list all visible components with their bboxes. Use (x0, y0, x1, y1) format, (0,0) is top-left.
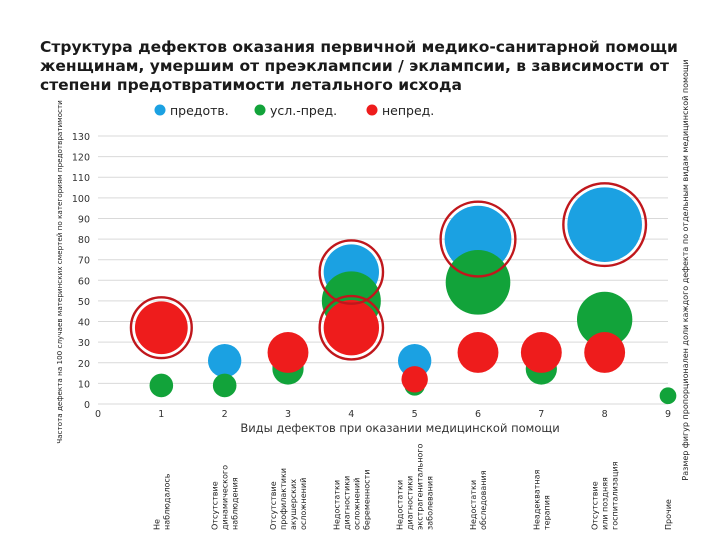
y-tick-label: 80 (78, 235, 90, 246)
bubble-unpreventable (134, 301, 188, 355)
x-tick-label: 6 (475, 409, 481, 420)
category-label: Недостаткиобследования (469, 470, 488, 530)
y-tick-label: 60 (78, 276, 90, 287)
x-tick-label: 8 (602, 409, 608, 420)
bubble-unpreventable (323, 300, 380, 356)
size-axis-label: Размер фигур пропорционален доли каждого… (681, 59, 690, 480)
highlight-ring (318, 239, 385, 305)
bubble-unpreventable (457, 332, 499, 373)
x-axis-label: Виды дефектов при оказании медицинской п… (240, 421, 559, 435)
y-tick-label: 40 (78, 318, 90, 329)
x-tick-label: 3 (285, 409, 291, 420)
bubble-conditional (149, 373, 174, 398)
bubbles (134, 187, 677, 405)
category-label: Отсутствиеили поздняягоспитализация (591, 461, 620, 530)
category-label: Ненаблюдалось (152, 473, 171, 530)
y-tick-label: 90 (78, 214, 90, 225)
x-tick-label: 7 (538, 409, 544, 420)
legend-marker (154, 104, 166, 116)
category-label: Недостаткидиагностикиэкстрагенитальногоз… (396, 443, 435, 530)
x-tick-label: 0 (95, 409, 101, 420)
category-label: Прочие (664, 499, 673, 530)
category-label: Отсутствиепрофилактикиакушерскихосложнен… (269, 468, 308, 530)
bubble-conditional (212, 373, 237, 398)
bubble-unpreventable (520, 332, 562, 373)
legend-label: усл.-пред. (270, 103, 337, 118)
x-tick-label: 4 (348, 409, 354, 420)
highlight-ring (562, 182, 648, 268)
y-tick-label: 110 (72, 173, 90, 184)
x-tick-label: 1 (158, 409, 164, 420)
legend-label: непред. (382, 103, 434, 118)
legend-marker (254, 104, 266, 116)
bubble-preventable (567, 187, 642, 262)
y-tick-label: 30 (78, 338, 90, 349)
legend-label: предотв. (170, 103, 229, 118)
y-tick-label: 120 (72, 153, 90, 164)
category-label: Отсутствиединамическогонаблюдения (211, 465, 240, 530)
bubble-preventable (207, 344, 242, 378)
category-labels: Ненаблюдалось Отсутствиединамическогонабл… (152, 443, 673, 530)
y-tick-label: 70 (78, 256, 90, 267)
highlight-ring (439, 200, 517, 278)
x-axis-ticks: 0 1 2 3 4 5 6 7 8 9 (95, 409, 671, 420)
bubble-unpreventable (267, 332, 309, 373)
bubble-conditional (659, 387, 677, 405)
category-label: Недостаткидиагностикиосложненийбеременно… (332, 470, 371, 530)
y-tick-label: 20 (78, 359, 90, 370)
y-axis-label: Частота дефекта на 100 случаев материнск… (55, 100, 64, 444)
legend: предотв. усл.-пред. непред. (154, 103, 434, 118)
highlight-ring (129, 296, 193, 360)
y-tick-label: 100 (72, 194, 90, 205)
highlight-ring (318, 294, 385, 361)
y-tick-label: 50 (78, 297, 90, 308)
bubble-conditional (576, 291, 633, 348)
bubble-unpreventable (401, 366, 428, 393)
y-tick-label: 0 (84, 400, 90, 411)
y-tick-label: 10 (78, 379, 90, 390)
bubble-unpreventable (584, 332, 626, 373)
y-axis-ticks: 0 10 20 30 40 50 60 70 80 90 100 110 120 130 (72, 132, 90, 411)
x-tick-label: 9 (665, 409, 671, 420)
highlight-rings (129, 182, 648, 361)
category-label: Неадекватнаятерапия (532, 469, 551, 530)
x-tick-label: 5 (412, 409, 418, 420)
y-tick-label: 130 (72, 132, 90, 143)
chart-title: Структура дефектов оказания первичной ме… (40, 38, 678, 94)
bubble-conditional (445, 250, 511, 315)
legend-marker (366, 104, 378, 116)
x-tick-label: 2 (222, 409, 228, 420)
